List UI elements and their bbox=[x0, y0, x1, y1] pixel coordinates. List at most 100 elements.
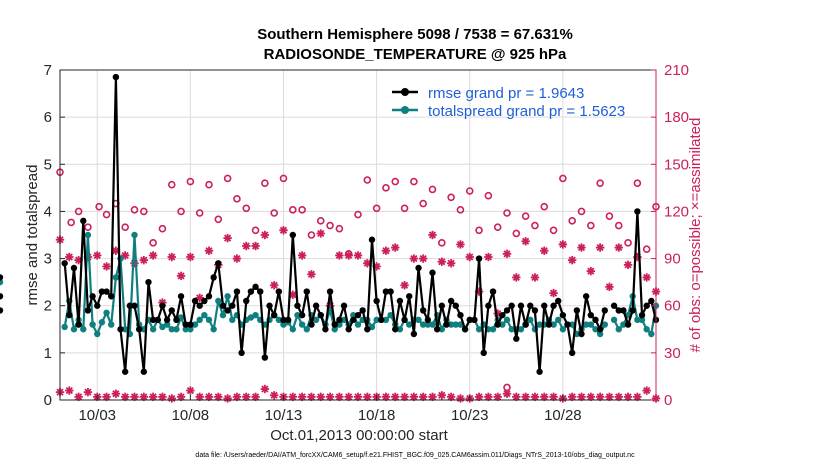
totalspread-point bbox=[84, 231, 92, 239]
asterisk-stroke bbox=[596, 243, 604, 252]
obs-assimilated-marker bbox=[251, 241, 260, 251]
rmse-point bbox=[154, 316, 161, 324]
totalspread-point bbox=[229, 316, 236, 324]
asterisk-stroke bbox=[484, 393, 492, 401]
totalspread-point bbox=[108, 321, 115, 328]
totalspread-point bbox=[508, 326, 515, 333]
obs-assimilated-marker bbox=[502, 249, 512, 259]
totalspread-point bbox=[98, 319, 106, 326]
asterisk-stroke bbox=[279, 226, 288, 234]
asterisk-stroke bbox=[643, 273, 651, 282]
obs-possible-marker bbox=[95, 202, 103, 211]
obs-possible-marker bbox=[289, 206, 297, 214]
asterisk-stroke bbox=[428, 231, 437, 239]
obs-assimilated-marker bbox=[363, 392, 372, 402]
rmse-point bbox=[75, 321, 82, 328]
rmse-point bbox=[196, 302, 203, 309]
legend-entry-totalspread: totalspread grand pr = 1.5623 bbox=[392, 103, 625, 120]
rmse-point bbox=[503, 307, 511, 314]
totalspread-point bbox=[196, 316, 203, 324]
data-file-footer: data file: /Users/raeder/DAI/ATM_forcXX/… bbox=[195, 452, 635, 459]
obs-assimilated-marker bbox=[130, 259, 139, 268]
totalspread-point bbox=[475, 326, 483, 333]
asterisk-stroke bbox=[270, 281, 278, 289]
totalspread-point bbox=[354, 321, 362, 328]
asterisk-stroke bbox=[289, 291, 297, 299]
rmse-point bbox=[596, 326, 604, 333]
rmse-point bbox=[419, 307, 427, 314]
obs-assimilated-marker bbox=[586, 392, 596, 402]
asterisk-stroke bbox=[140, 256, 148, 264]
obs-assimilated-marker bbox=[139, 255, 149, 265]
obs-possible-marker bbox=[354, 210, 362, 219]
asterisk-stroke bbox=[605, 393, 614, 401]
asterisk-stroke bbox=[65, 253, 73, 261]
obs-possible-marker bbox=[465, 187, 474, 195]
totalspread-point bbox=[210, 326, 217, 333]
rmse-point bbox=[536, 368, 543, 375]
obs-possible-marker bbox=[596, 179, 604, 187]
totalspread-point bbox=[224, 293, 231, 300]
obs-assimilated-marker bbox=[642, 273, 651, 282]
obs-possible-marker bbox=[307, 231, 316, 239]
y-axis-label-right: # of obs: o=possible; ×=assimilated bbox=[687, 118, 704, 353]
obs-assimilated-marker bbox=[605, 392, 614, 402]
rmse-point bbox=[452, 302, 459, 309]
totalspread-point bbox=[61, 323, 68, 331]
rmse-point bbox=[578, 330, 585, 338]
asterisk-stroke bbox=[503, 250, 511, 258]
rmse-point bbox=[592, 316, 599, 324]
y-tick-label-7: 7 bbox=[44, 62, 52, 79]
y-right-tick-label-1: 30 bbox=[664, 345, 681, 362]
rmse-point bbox=[429, 269, 436, 276]
asterisk-stroke bbox=[549, 393, 558, 401]
obs-possible-marker bbox=[614, 221, 623, 230]
obs-assimilated-marker bbox=[605, 282, 614, 292]
obs-assimilated-marker bbox=[269, 281, 279, 290]
obs-assimilated-marker bbox=[335, 251, 344, 260]
rmse-spread-series bbox=[0, 73, 660, 375]
rmse-point bbox=[70, 264, 78, 272]
asterisk-stroke bbox=[456, 240, 465, 249]
rmse-point bbox=[587, 311, 595, 319]
rmse-point bbox=[84, 307, 92, 314]
asterisk-stroke bbox=[531, 393, 539, 401]
asterisk-stroke bbox=[205, 247, 213, 255]
rmse-point bbox=[550, 302, 557, 309]
rmse-point bbox=[177, 293, 185, 300]
obs-assimilated-marker bbox=[102, 392, 111, 402]
asterisk-stroke bbox=[391, 243, 399, 252]
x-tick-label-3: 10/18 bbox=[358, 407, 396, 424]
rmse-point bbox=[80, 217, 87, 225]
obs-possible-marker bbox=[633, 179, 642, 187]
obs-assimilated-marker bbox=[530, 273, 540, 282]
asterisk-stroke bbox=[522, 393, 530, 401]
left-axis: 0 1 2 3 4 5 6 7 bbox=[44, 62, 65, 409]
rmse-point bbox=[634, 208, 641, 215]
totalspread-point bbox=[536, 321, 543, 328]
rmse-point bbox=[555, 297, 562, 305]
obs-assimilated-marker bbox=[279, 226, 288, 235]
rmse-point bbox=[261, 354, 269, 361]
totalspread-point bbox=[298, 321, 306, 328]
totalspread-point bbox=[592, 326, 599, 333]
rmse-point bbox=[312, 302, 320, 309]
rmse-point bbox=[350, 316, 357, 324]
obs-assimilated-marker bbox=[521, 237, 530, 246]
rmse-point bbox=[559, 311, 567, 319]
asterisk-stroke bbox=[261, 385, 269, 393]
obs-possible-marker bbox=[223, 174, 232, 183]
obs-possible-marker bbox=[121, 223, 129, 231]
rmse-point bbox=[517, 302, 525, 309]
rmse-point bbox=[247, 288, 255, 295]
obs-possible-marker bbox=[242, 204, 251, 213]
x-tick-label-2: 10/13 bbox=[265, 407, 303, 424]
obs-assimilated-marker bbox=[558, 240, 568, 249]
obs-possible-marker bbox=[428, 185, 437, 194]
asterisk-stroke bbox=[484, 253, 492, 261]
totalspread-point bbox=[550, 321, 557, 328]
rmse-point bbox=[601, 307, 608, 314]
asterisk-stroke bbox=[531, 273, 539, 282]
obs-possible-marker bbox=[503, 209, 511, 217]
